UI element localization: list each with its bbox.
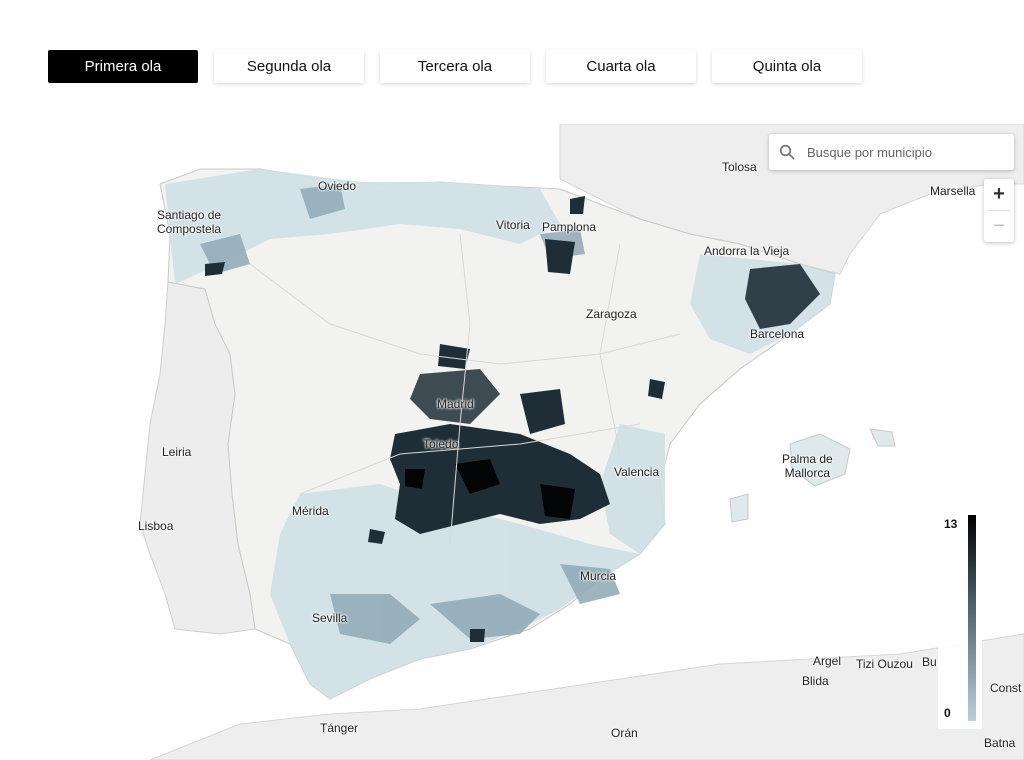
label-toledo: Toledo — [423, 437, 459, 451]
legend-min: 0 — [944, 706, 951, 720]
peak-values-layer — [405, 459, 575, 519]
tab-quinta-ola[interactable]: Quinta ola — [712, 50, 862, 83]
legend-max: 13 — [944, 517, 958, 531]
label-valencia: Valencia — [614, 465, 660, 479]
label-bu: Bu — [922, 655, 937, 669]
zoom-divider — [988, 210, 1010, 211]
menorca-island — [869, 428, 896, 447]
label-lisboa: Lisboa — [138, 519, 174, 533]
map-graphic — [0, 124, 1024, 760]
label-merida: Mérida — [292, 504, 329, 518]
label-blida: Blida — [802, 674, 829, 688]
label-zaragoza: Zaragoza — [586, 307, 637, 321]
label-argel: Argel — [813, 654, 842, 668]
color-legend: 13 0 — [938, 507, 982, 729]
ibiza-island — [729, 493, 749, 523]
label-andorra: Andorra la Vieja — [704, 244, 790, 258]
tab-tercera-ola[interactable]: Tercera ola — [380, 50, 530, 83]
label-santiago: Santiago de Compostela — [157, 208, 222, 236]
zoom-control: + − — [984, 179, 1014, 242]
label-marsella: Marsella — [930, 184, 976, 198]
label-palma: Palma de Mallorca — [782, 452, 833, 480]
zoom-out-button[interactable]: − — [993, 215, 1005, 237]
label-oviedo: Oviedo — [318, 179, 357, 193]
mallorca-island — [789, 433, 851, 487]
label-batna: Batna — [984, 736, 1016, 750]
label-sevilla: Sevilla — [312, 611, 348, 625]
search-icon — [779, 144, 795, 160]
label-barcelona: Barcelona — [750, 327, 805, 341]
label-leiria: Leiria — [162, 445, 192, 459]
tab-primera-ola[interactable]: Primera ola — [48, 50, 198, 83]
africa-land — [149, 633, 1024, 760]
label-vitoria: Vitoria — [496, 218, 530, 232]
label-oran: Orán — [611, 726, 638, 740]
tab-segunda-ola[interactable]: Segunda ola — [214, 50, 364, 83]
municipality-search — [769, 134, 1014, 170]
map-canvas[interactable]: Oviedo Santiago de Compostela Vitoria Pa… — [0, 124, 1024, 760]
label-tizi-ouzou: Tizi Ouzou — [856, 657, 913, 671]
mid-values-layer — [200, 184, 620, 644]
label-murcia: Murcia — [580, 569, 617, 583]
label-pamplona: Pamplona — [542, 220, 597, 234]
zoom-in-button[interactable]: + — [993, 183, 1005, 205]
tab-cuarta-ola[interactable]: Cuarta ola — [546, 50, 696, 83]
wave-tabs: Primera ola Segunda ola Tercera ola Cuar… — [48, 50, 862, 83]
label-const: Const — [990, 681, 1022, 695]
legend-gradient — [968, 515, 976, 721]
label-madrid: Madrid — [437, 397, 474, 411]
search-input[interactable] — [805, 143, 1014, 161]
label-tolosa: Tolosa — [722, 160, 757, 174]
label-tanger: Tánger — [320, 721, 359, 735]
region-borders — [249, 233, 681, 545]
